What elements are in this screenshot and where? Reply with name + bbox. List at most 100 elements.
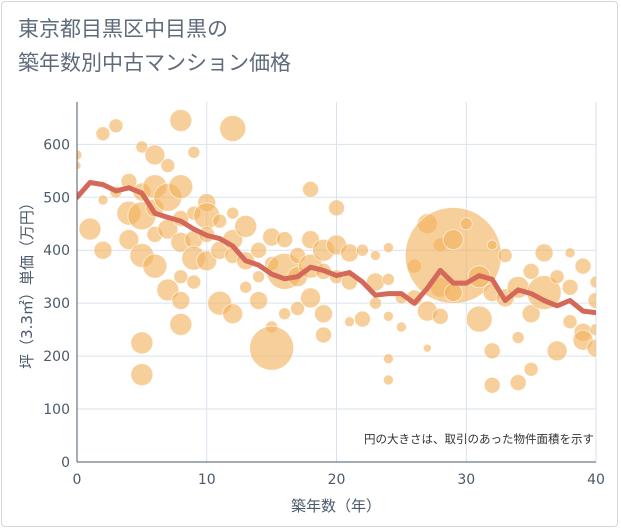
bubble-point (354, 310, 371, 328)
chart-title: 東京都目黒区中目黒の 築年数別中古マンション価格 (18, 12, 291, 80)
bubble-point (587, 292, 596, 309)
chart-title-line-1: 東京都目黒区中目黒の (18, 17, 228, 41)
bubble-point (382, 353, 394, 365)
bubble-point (187, 145, 201, 159)
bubble-series (77, 109, 596, 394)
y-tick-label: 200 (43, 349, 70, 365)
x-tick-label: 10 (198, 472, 216, 488)
bubble-point (459, 217, 473, 231)
bubble-point (77, 161, 82, 170)
bubble-point (234, 215, 258, 238)
x-tick-label: 20 (328, 472, 346, 488)
bubble-point (169, 109, 193, 132)
bubble-point (77, 149, 83, 161)
bubble-point (382, 311, 394, 322)
bubble-point (381, 272, 395, 286)
bubble-point (186, 274, 202, 290)
y-tick-label: 500 (43, 190, 70, 206)
trend-line-series (77, 180, 596, 316)
bubble-point (278, 307, 292, 321)
bubble-point (561, 278, 579, 296)
bubble-point (130, 331, 154, 355)
bubble-point (422, 343, 432, 353)
bubble-point (523, 361, 539, 377)
bubble-point (171, 291, 191, 310)
bubble-point (95, 126, 111, 142)
bubble-point (252, 270, 266, 284)
bubble-point (483, 376, 501, 394)
bubble-point (521, 304, 541, 324)
x-tick-label: 0 (73, 472, 82, 488)
bubble-point (135, 140, 149, 154)
bubble-point (549, 269, 565, 285)
bubble-point (300, 287, 321, 309)
bubble-point (562, 314, 578, 330)
bubble-point (173, 269, 189, 285)
bubble-point (382, 374, 394, 386)
bubble-point (369, 296, 382, 310)
bubble-point (589, 275, 596, 289)
y-tick-label: 400 (43, 243, 70, 259)
y-tick-label: 600 (43, 137, 70, 153)
bubble-point (586, 338, 596, 358)
size-note: 円の大きさは、取引のあった物件面積を示す (364, 432, 594, 446)
bubble-point (442, 229, 464, 251)
bubble-point (226, 206, 240, 220)
bubble-point (395, 321, 407, 333)
bubble-point (522, 263, 540, 280)
bubble-point (344, 316, 355, 328)
bubble-point (160, 158, 176, 173)
bubble-point (382, 242, 394, 253)
bubble-point (546, 340, 568, 362)
bubble-point (302, 180, 319, 198)
y-tick-label: 0 (61, 455, 70, 471)
bubble-point (497, 248, 513, 263)
bubble-point (97, 194, 109, 206)
axes (76, 102, 596, 463)
bubble-point (328, 199, 345, 217)
bubble-point (239, 280, 253, 294)
bubble-point (564, 247, 576, 259)
bubble-point (483, 342, 501, 360)
bubble-point (370, 250, 381, 261)
trend-line (77, 180, 596, 316)
bubble-point (276, 231, 294, 249)
bubble-point (574, 257, 592, 275)
bubble-point (168, 174, 194, 200)
bubble-point (534, 243, 554, 263)
x-tick-label: 30 (457, 472, 475, 488)
bubble-point (431, 308, 449, 325)
bubble-point (196, 250, 218, 272)
bubble-point (93, 240, 113, 260)
bubble-point (249, 291, 269, 310)
bubble-point (465, 305, 493, 333)
x-tick-label: 40 (587, 472, 605, 488)
bubble-point (222, 303, 244, 325)
bubble-point (486, 239, 498, 251)
bubble-point (509, 374, 527, 391)
bubble-point (169, 312, 193, 336)
bubble-point (130, 363, 154, 387)
y-tick-label: 300 (43, 296, 70, 312)
bubble-point (219, 115, 247, 142)
bubble-point (589, 323, 596, 337)
chart-title-line-2: 築年数別中古マンション価格 (18, 51, 291, 75)
bubble-point (108, 118, 124, 134)
bubble-point (315, 326, 332, 344)
bubble-point (511, 331, 525, 344)
tick-labels: 0 100 200 300 400 500 600 0 10 20 30 40 (43, 137, 605, 488)
bubble-point (314, 304, 333, 324)
bubble-point (144, 144, 166, 166)
bubble-point (78, 217, 102, 241)
bubble-point (118, 229, 140, 251)
bubble-point (443, 283, 463, 302)
x-axis-title: 築年数（年） (291, 497, 381, 515)
y-axis-title: 坪（3.3㎡）単価（万円） (18, 195, 36, 369)
bubble-point (250, 241, 268, 259)
bubble-point (356, 243, 369, 257)
bubble-point (212, 213, 228, 229)
bubble-point (340, 243, 359, 263)
bubble-point (249, 325, 295, 371)
bubble-point (290, 301, 305, 316)
